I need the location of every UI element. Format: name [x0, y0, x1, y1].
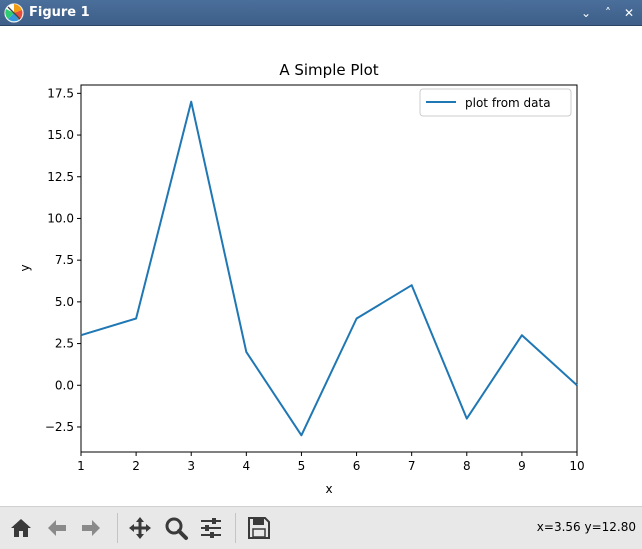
y-tick-label: 2.5	[55, 337, 74, 351]
save-icon[interactable]	[246, 515, 272, 541]
back-arrow-icon[interactable]	[44, 515, 70, 541]
x-tick-label: 10	[569, 459, 584, 473]
window-title: Figure 1	[29, 5, 90, 20]
cursor-coordinates: x=3.56 y=12.80	[536, 520, 636, 534]
legend-label: plot from data	[465, 96, 551, 110]
y-tick-label: 17.5	[47, 86, 74, 100]
forward-arrow-icon[interactable]	[78, 515, 104, 541]
x-tick-label: 6	[353, 459, 361, 473]
y-tick-label: 15.0	[47, 128, 74, 142]
plot-canvas[interactable]: A Simple Plot 1 2 3 4 5 6 7 8 9 10 −2.5 0.0 2.5 5.0 7…	[0, 26, 642, 506]
plot-frame	[80, 84, 578, 453]
x-tick-label: 3	[187, 459, 195, 473]
toolbar-separator	[235, 513, 236, 543]
y-tick-label: 10.0	[47, 211, 74, 225]
y-tick-label: 5.0	[55, 295, 74, 309]
maximize-button[interactable]: ˄	[605, 6, 611, 20]
zoom-icon[interactable]	[163, 515, 189, 541]
x-tick-label: 7	[408, 459, 416, 473]
x-tick-label: 5	[298, 459, 306, 473]
series-line-plot-from-data	[80, 100, 578, 437]
y-tick-label: 0.0	[55, 378, 74, 392]
x-tick-label: 4	[243, 459, 251, 473]
legend-box	[419, 88, 572, 117]
y-tick-label: 12.5	[47, 170, 74, 184]
x-tick-label: 8	[463, 459, 471, 473]
x-tick-label: 9	[518, 459, 526, 473]
x-tick-label: 2	[132, 459, 140, 473]
y-axis-label: y	[18, 264, 32, 271]
home-icon[interactable]	[8, 515, 34, 541]
line-chart: A Simple Plot 1 2 3 4 5 6 7 8 9 10 −2.5 0.0 2.5 5.0 7…	[18, 61, 585, 496]
toolbar-separator	[117, 513, 118, 543]
title-bar[interactable]: Figure 1 ⌄ ˄ ✕	[0, 0, 642, 26]
x-axis-label: x	[325, 482, 332, 496]
legend: plot from data	[419, 88, 572, 117]
close-button[interactable]: ✕	[623, 6, 635, 20]
y-tick-label: −2.5	[45, 420, 74, 434]
y-tick-label: 7.5	[55, 253, 74, 267]
app-logo-icon	[4, 3, 24, 23]
chart-title: A Simple Plot	[279, 61, 378, 79]
minimize-button[interactable]: ⌄	[580, 6, 592, 20]
pan-move-icon[interactable]	[127, 515, 153, 541]
navigation-toolbar: x=3.56 y=12.80	[0, 506, 642, 549]
x-tick-label: 1	[77, 459, 85, 473]
configure-subplots-icon[interactable]	[198, 515, 224, 541]
